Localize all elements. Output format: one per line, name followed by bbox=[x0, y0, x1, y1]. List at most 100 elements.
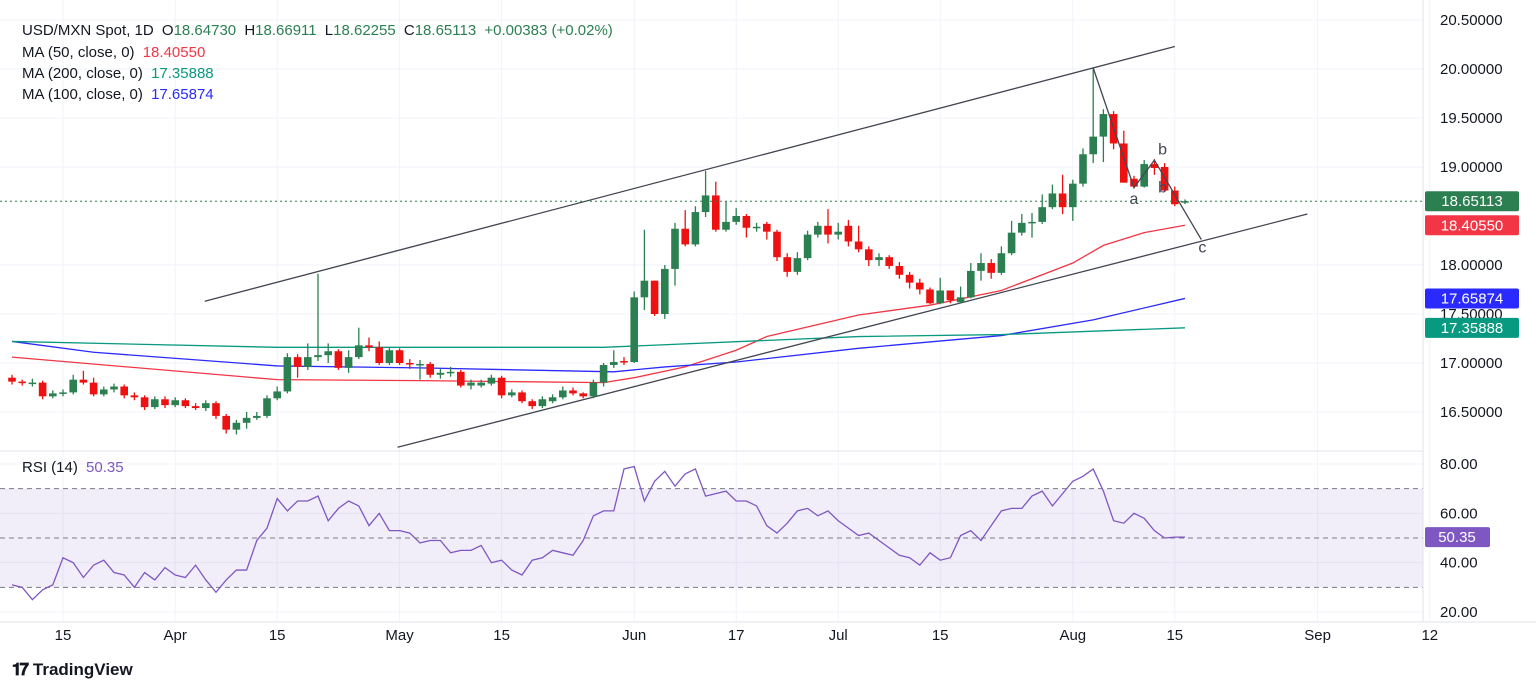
candle-body bbox=[446, 371, 455, 374]
candle-body bbox=[283, 357, 292, 392]
candle-body bbox=[783, 257, 791, 272]
rsi-value-badge bbox=[1425, 527, 1490, 548]
time-axis[interactable]: 15 Apr 15 May 15 Jun 17 Jul 15 Aug 15 Sep 12 bbox=[55, 627, 1438, 644]
candle-body bbox=[661, 268, 669, 314]
candle-body bbox=[28, 382, 37, 385]
rsi-tick-label: 60.00 bbox=[1440, 505, 1478, 522]
candle-body bbox=[1099, 114, 1108, 137]
price-label-value: 17.35888 bbox=[1441, 320, 1504, 337]
price-tick-label: 18.00000 bbox=[1440, 257, 1503, 274]
candle-body bbox=[1069, 183, 1077, 208]
price-label-badge bbox=[1425, 215, 1519, 236]
rsi-value-label: 50.35 bbox=[1438, 529, 1476, 546]
channel-trendline bbox=[204, 45, 1175, 302]
candle-body bbox=[1048, 193, 1057, 208]
candle-body bbox=[304, 357, 312, 367]
candle-body bbox=[865, 249, 873, 261]
candle-body bbox=[130, 395, 139, 398]
rsi-tick-label: 20.00 bbox=[1440, 604, 1478, 621]
candle-body bbox=[191, 406, 200, 409]
candle-body bbox=[49, 393, 57, 397]
symbol-legend: USD/MXN Spot, 1D O18.64730 H18.66911 L18… bbox=[22, 22, 617, 39]
candle-body bbox=[467, 382, 475, 386]
price-label-badge bbox=[1425, 191, 1519, 212]
candle-body bbox=[579, 393, 587, 397]
time-tick-label: Apr bbox=[164, 627, 187, 644]
rsi-legend[interactable]: RSI (14) 50.35 bbox=[22, 459, 124, 476]
candle-body bbox=[89, 382, 98, 395]
candle-body bbox=[161, 399, 169, 406]
price-axis[interactable]: 20.50000 20.00000 19.50000 19.00000 18.00000… bbox=[1425, 12, 1519, 421]
candle-body bbox=[242, 417, 251, 423]
candle-body bbox=[508, 392, 516, 396]
candle-body bbox=[569, 390, 577, 394]
rsi-axis[interactable]: 80.00 60.00 40.00 20.00 50.35 bbox=[1425, 456, 1490, 621]
candle-body bbox=[426, 363, 434, 375]
price-tick-label: 19.50000 bbox=[1440, 110, 1503, 127]
candle-body bbox=[487, 377, 496, 384]
wave-label: b bbox=[1158, 179, 1167, 196]
price-label-value: 17.65874 bbox=[1441, 290, 1504, 307]
candle-body bbox=[752, 226, 761, 229]
candle-body bbox=[253, 415, 261, 418]
candle-body bbox=[365, 345, 373, 348]
candle-body bbox=[773, 231, 781, 258]
trendlines[interactable] bbox=[204, 45, 1308, 448]
candle-body bbox=[110, 386, 118, 390]
candle-body bbox=[956, 297, 965, 303]
candle-body bbox=[477, 382, 485, 386]
candle-body bbox=[681, 228, 689, 245]
candle-body bbox=[630, 297, 638, 363]
ma50-legend[interactable]: MA (50, close, 0) 18.40550 bbox=[22, 44, 206, 61]
symbol-title[interactable]: USD/MXN Spot, 1D bbox=[22, 22, 154, 39]
time-tick-label: Sep bbox=[1304, 627, 1331, 644]
wave-label: a bbox=[1130, 191, 1139, 208]
wave-annotation[interactable]: a b b c bbox=[1092, 67, 1206, 256]
candle-body bbox=[559, 390, 567, 398]
candle-body bbox=[181, 400, 190, 407]
candle-body bbox=[120, 386, 128, 396]
candle-body bbox=[1171, 190, 1179, 205]
candle-body bbox=[151, 399, 159, 408]
rsi-band-lines bbox=[0, 488, 1423, 588]
price-tick-label: 17.00000 bbox=[1440, 355, 1503, 372]
ohlc-close: C18.65113 bbox=[403, 22, 477, 39]
candle-body bbox=[997, 253, 1006, 273]
candle-body bbox=[140, 397, 149, 408]
candle-body bbox=[803, 234, 812, 259]
candle-body bbox=[548, 397, 557, 402]
price-label-value: 18.65113 bbox=[1441, 193, 1502, 210]
candle-body bbox=[987, 263, 995, 273]
ma200-legend[interactable]: MA (200, close, 0) 17.35888 bbox=[22, 65, 214, 82]
time-tick-label: Aug bbox=[1059, 627, 1086, 644]
candle-body bbox=[701, 195, 710, 213]
ohlc-open: O18.64730 bbox=[161, 22, 237, 39]
brand-name: TradingView bbox=[32, 660, 133, 679]
time-tick-label: May bbox=[385, 627, 414, 644]
candle-body bbox=[814, 225, 822, 235]
price-tick-label: 20.50000 bbox=[1440, 12, 1503, 29]
candle-body bbox=[1079, 154, 1087, 184]
price-tick-label: 19.00000 bbox=[1440, 159, 1503, 176]
ma100-legend[interactable]: MA (100, close, 0) 17.65874 bbox=[22, 86, 214, 103]
time-tick-label: Jul bbox=[829, 627, 848, 644]
price-label-value: 18.40550 bbox=[1441, 217, 1504, 234]
candle-body bbox=[416, 363, 424, 366]
candle-body bbox=[518, 392, 526, 402]
price-label-badge bbox=[1425, 317, 1519, 338]
candle-body bbox=[1028, 221, 1036, 224]
wave-path bbox=[1092, 67, 1202, 240]
candle-body bbox=[650, 280, 659, 314]
candle-body bbox=[100, 389, 108, 395]
time-tick-label: 15 bbox=[55, 627, 72, 644]
time-tick-label: 15 bbox=[269, 627, 286, 644]
ohlc-high: H18.66911 bbox=[244, 22, 317, 39]
candle-body bbox=[212, 403, 220, 416]
tradingview-logo[interactable]: 𝟏𝟕 TradingView bbox=[12, 660, 133, 680]
price-label-badge bbox=[1425, 288, 1519, 309]
candle-body bbox=[528, 401, 536, 407]
candle-body bbox=[202, 403, 210, 409]
candle-body bbox=[38, 382, 47, 397]
candle-body bbox=[457, 371, 465, 386]
